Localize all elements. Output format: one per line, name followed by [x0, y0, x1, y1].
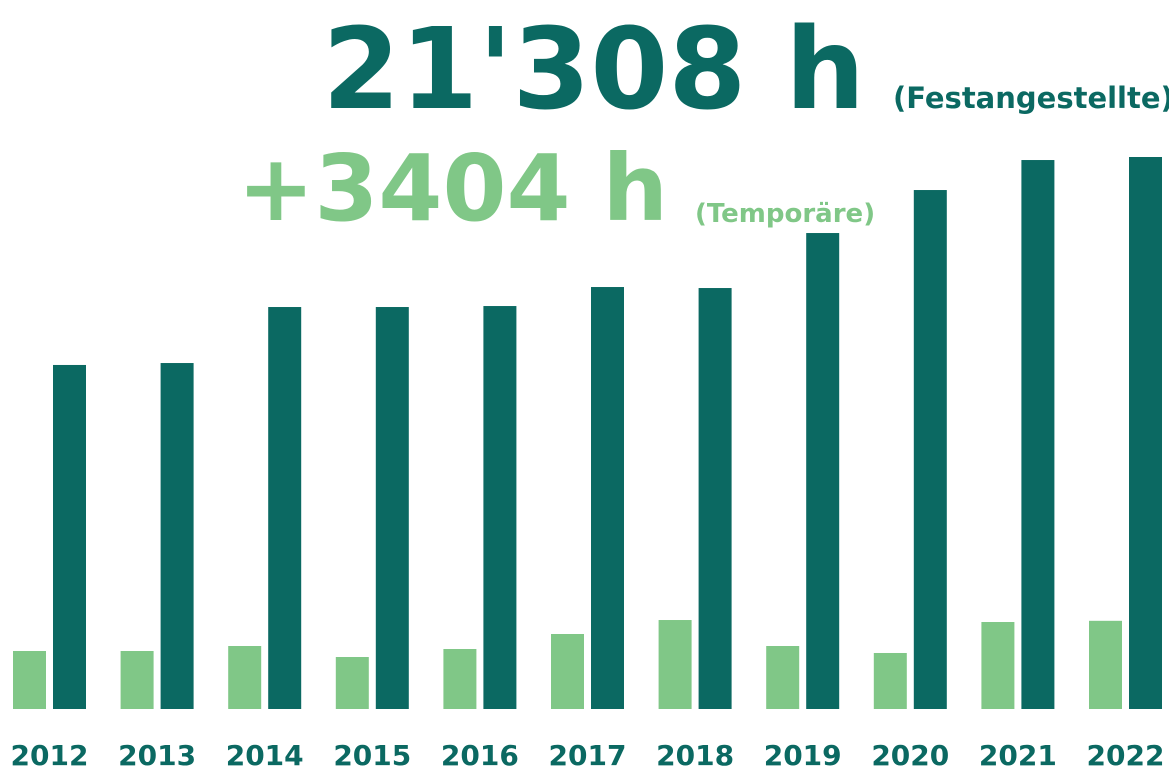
x-tick-label: 2013	[118, 739, 196, 772]
bar	[53, 364, 86, 709]
x-tick-label: 2019	[764, 739, 842, 772]
x-tick-label: 2021	[979, 739, 1057, 772]
x-tick-label: 2020	[871, 739, 949, 772]
bar	[1129, 157, 1162, 709]
bar	[1089, 620, 1122, 709]
bar	[551, 634, 584, 709]
bar	[483, 306, 517, 709]
bar	[1021, 160, 1055, 709]
bar	[658, 620, 692, 709]
bar	[160, 363, 194, 709]
bar	[228, 645, 262, 709]
x-tick-label: 2022	[1087, 739, 1165, 772]
bar	[766, 645, 800, 709]
bar	[375, 307, 409, 709]
bar	[268, 307, 302, 709]
headline-total: 21'308 h	[322, 5, 865, 135]
x-tick-label: 2016	[441, 739, 519, 772]
x-tick-label: 2015	[333, 739, 411, 772]
bar	[981, 622, 1015, 709]
x-tick-label: 2018	[656, 739, 734, 772]
x-tick-label: 2017	[549, 739, 627, 772]
bar	[873, 652, 907, 709]
bar	[443, 649, 477, 709]
headline-total: +3404 h	[237, 135, 668, 242]
x-tick-label: 2014	[226, 739, 304, 772]
bar	[698, 288, 732, 709]
bar	[591, 287, 624, 709]
bar	[13, 650, 46, 709]
bar	[806, 233, 840, 709]
x-tick-label: 2012	[11, 739, 89, 772]
bar	[913, 190, 947, 709]
series-label: (Temporäre)	[695, 199, 875, 229]
bar	[120, 650, 154, 709]
series-label: (Festangestellte)	[893, 81, 1169, 115]
bar	[335, 657, 369, 709]
